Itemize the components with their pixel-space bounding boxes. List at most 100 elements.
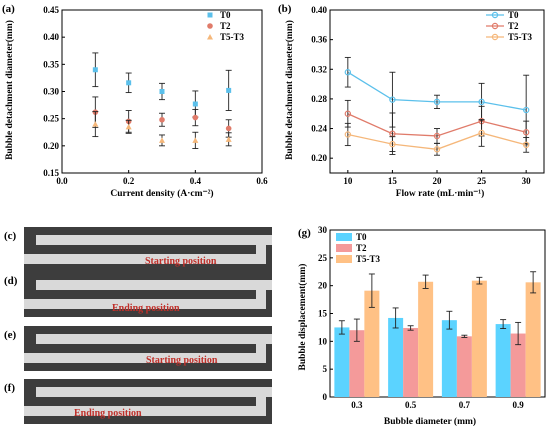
chart-panel-b: (b) Bubble detachment diameter(mm) Flow … xyxy=(278,3,545,199)
y-tick-label-b: 0.24 xyxy=(311,124,327,134)
data-point-a xyxy=(226,87,232,93)
y-tick-label-b: 0.28 xyxy=(311,94,327,104)
y-tick-label-g: 15 xyxy=(318,309,328,319)
series-a-T2 xyxy=(92,96,232,138)
error-bar-b xyxy=(478,119,485,147)
data-marks-b xyxy=(344,56,530,156)
data-point-b xyxy=(344,69,352,76)
legend-swatch-g xyxy=(336,244,352,252)
x-tick-label-b: 25 xyxy=(477,176,487,186)
series-a-T0 xyxy=(92,52,232,118)
error-bar-g xyxy=(515,321,522,346)
bar-g xyxy=(364,290,380,397)
error-bar-g xyxy=(422,274,429,289)
channel-upper xyxy=(36,334,272,344)
photo-position-label: Starting position xyxy=(146,355,218,366)
data-point-b xyxy=(522,141,530,149)
data-point-b xyxy=(478,129,485,137)
legend-label-b: T2 xyxy=(508,21,519,31)
x-tick-label-b: 10 xyxy=(343,176,353,186)
error-bar-b xyxy=(344,56,351,88)
channel-upper xyxy=(36,280,272,290)
x-ticks-b: 10 15 20 25 30 xyxy=(343,170,531,186)
x-tick-label-b: 15 xyxy=(388,176,398,186)
data-point-b xyxy=(389,140,396,148)
photo-position-label: Starting position xyxy=(145,256,217,267)
data-marks-g xyxy=(334,271,541,397)
channel-bend xyxy=(256,235,266,264)
data-point-b xyxy=(344,110,352,117)
error-bar-g xyxy=(338,320,345,335)
error-bar-b xyxy=(434,94,440,109)
error-bar-b xyxy=(434,142,440,156)
bar-g xyxy=(456,336,472,397)
x-tick-label-g: 0.3 xyxy=(351,400,363,410)
channel-bend xyxy=(256,334,266,363)
legend-marker-a xyxy=(207,34,213,40)
y-tick-label-a: 0.45 xyxy=(43,5,59,15)
data-point-a xyxy=(225,125,232,132)
channel-upper xyxy=(36,235,272,245)
data-point-a xyxy=(159,116,165,123)
y-tick-label-b: 0.36 xyxy=(311,35,327,45)
data-point-b xyxy=(389,96,396,103)
data-point-a xyxy=(192,137,199,143)
error-bar-b xyxy=(344,122,351,147)
bar-g xyxy=(403,327,419,397)
error-bar-g xyxy=(476,276,483,285)
data-point-a xyxy=(92,121,99,127)
photo-position-label: Ending position xyxy=(74,408,142,419)
bar-g xyxy=(510,333,526,397)
photo-panel-d: (d) Ending position xyxy=(4,272,272,317)
x-axis-title-g: Bubble diameter (mm) xyxy=(384,416,476,427)
data-point-b xyxy=(522,106,530,114)
y-axis-title-b: Bubble detachment diameter(mm) xyxy=(284,20,295,160)
y-axis-title-a: Bubble detachment diameter(mm) xyxy=(4,20,15,160)
series-g-T2 xyxy=(349,318,526,397)
data-point-a xyxy=(192,101,198,107)
x-tick-label-g: 0.5 xyxy=(405,400,417,410)
photo-background xyxy=(24,326,272,371)
legend-label-b: T0 xyxy=(508,10,519,20)
data-point-a xyxy=(225,136,232,142)
bar-g xyxy=(418,281,434,397)
error-bar-g xyxy=(368,273,375,308)
legend-marker-b xyxy=(491,33,499,41)
data-point-b xyxy=(478,98,485,106)
data-point-b xyxy=(344,131,352,138)
y-tick-label-a: 0.35 xyxy=(43,59,59,69)
y-tick-label-b: 0.32 xyxy=(311,64,327,74)
x-tick-label-a: 0.0 xyxy=(56,176,68,186)
y-tick-label-a: 0.25 xyxy=(43,114,59,124)
data-point-a xyxy=(126,80,132,86)
channel-bend xyxy=(256,280,266,309)
photo-panel-f: (f) Ending position xyxy=(4,379,272,424)
channel-upper xyxy=(36,387,272,397)
y-tick-label-b: 0.20 xyxy=(311,153,327,163)
channel-lower xyxy=(24,406,256,416)
y-tick-label-b: 0.40 xyxy=(311,5,327,15)
y-tick-label-g: 30 xyxy=(318,225,328,235)
x-tick-label-a: 0.2 xyxy=(123,176,135,186)
error-bar-g xyxy=(461,334,468,338)
bar-g xyxy=(441,320,457,397)
panel-letter-photo: (e) xyxy=(4,329,17,341)
error-bar-g xyxy=(530,271,537,294)
legend-marker-a xyxy=(207,23,213,29)
bar-g xyxy=(495,324,511,397)
channel-lower xyxy=(24,254,256,264)
panel-letter-g: (g) xyxy=(298,227,311,239)
legend-marker-b xyxy=(491,11,499,19)
panel-letter-photo: (d) xyxy=(4,275,18,287)
y-ticks-g: 0 5 10 15 20 25 30 xyxy=(318,225,333,402)
chart-panel-a: (a) Bubble detachment diameter(mm) Curre… xyxy=(2,3,268,199)
error-bar-g xyxy=(407,325,414,331)
bar-g xyxy=(471,280,487,397)
error-bar-g xyxy=(446,310,453,330)
x-tick-label-g: 0.9 xyxy=(513,400,525,410)
y-axis-title-g: Bubble displacement(mm) xyxy=(297,264,308,371)
error-bar-g xyxy=(392,307,399,329)
error-bar-b xyxy=(523,136,530,153)
y-tick-label-g: 20 xyxy=(318,281,328,291)
